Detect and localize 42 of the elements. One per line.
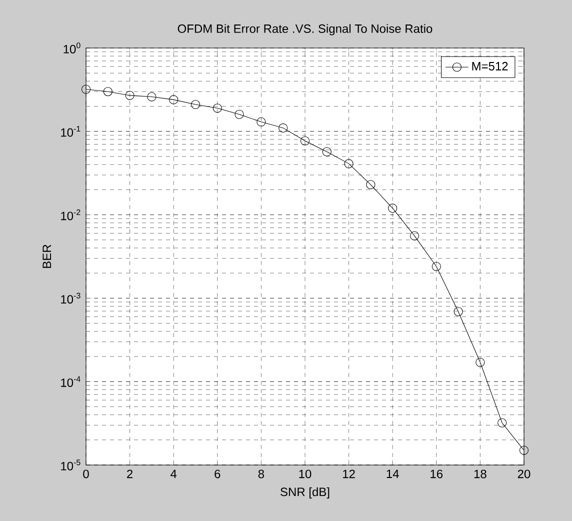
x-tick-label: 6 <box>214 470 220 478</box>
point <box>125 90 134 100</box>
x-tick-label: 0 <box>83 470 89 478</box>
x-tick-label: 4 <box>170 470 177 478</box>
point <box>190 100 200 110</box>
y-tick-label: 10$^{-1}$ <box>61 126 80 137</box>
x-tick-label: 10 <box>299 470 312 478</box>
point <box>147 92 156 102</box>
point <box>366 180 376 190</box>
y-tick-label: 10$^{-3}$ <box>61 292 80 304</box>
x-tick-label: 12 <box>343 470 355 478</box>
x-axis-title: SNR [dB] <box>280 487 330 499</box>
y-axis-title: BER <box>42 244 52 268</box>
chart-title: OFDM Bit Error Rate .VS. Signal To Noise Ratio <box>178 24 432 36</box>
point <box>103 87 112 96</box>
x-tick-label: 14 <box>386 470 399 478</box>
x-tick-label: 20 <box>518 470 530 478</box>
x-tick-label: 8 <box>258 470 264 478</box>
x-tick-label: 18 <box>474 470 486 478</box>
point <box>300 136 310 146</box>
x-tick-label: 16 <box>430 470 443 478</box>
point <box>322 147 332 156</box>
point <box>498 418 507 428</box>
point <box>519 446 529 455</box>
point <box>476 358 485 367</box>
point <box>81 84 91 94</box>
point <box>344 159 354 168</box>
point <box>169 95 178 104</box>
point <box>410 231 420 240</box>
point <box>432 262 441 272</box>
legend-label: M=512 <box>472 62 508 70</box>
point <box>278 123 288 132</box>
point <box>234 110 244 119</box>
y-tick-label: 10$^{0}$ <box>64 42 80 54</box>
point <box>212 104 222 113</box>
y-tick-label: 10$^{-4}$ <box>61 376 80 387</box>
point <box>256 117 266 126</box>
x-tick-label: 2 <box>127 470 133 478</box>
point <box>454 307 463 316</box>
y-tick-label: 10$^{-2}$ <box>61 209 80 220</box>
point <box>388 204 398 213</box>
y-tick-label: 10$^{-5}$ <box>61 460 80 470</box>
